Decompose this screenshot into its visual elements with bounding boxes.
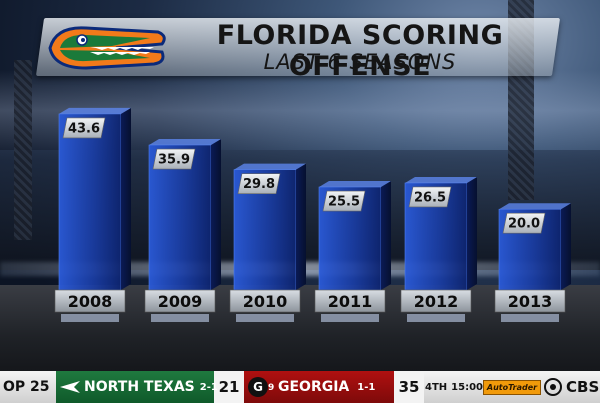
bar-top-2008 bbox=[59, 107, 131, 114]
bar-top-2009 bbox=[149, 139, 221, 146]
ticker-team2-record: 1-1 bbox=[357, 381, 376, 393]
ticker-game-clock: 4TH 15:00 bbox=[424, 371, 484, 403]
ticker-period: 4TH bbox=[425, 381, 448, 393]
ticker-sponsor: AutoTrader bbox=[482, 371, 542, 403]
ticker-team2-name: GEORGIA bbox=[278, 379, 350, 395]
score-ticker: OP 25 NORTH TEXAS 2-1 21 G 9 GEORGIA 1-1… bbox=[0, 371, 600, 403]
bar-side-2013 bbox=[561, 203, 571, 290]
cbs-eye-icon bbox=[544, 378, 562, 396]
ticker-team1-name: NORTH TEXAS bbox=[84, 379, 195, 395]
ticker-team2-score: 35 bbox=[394, 371, 424, 403]
bar-top-2013 bbox=[499, 203, 571, 210]
gator-head-logo bbox=[44, 16, 172, 76]
value-plate-2013 bbox=[502, 212, 546, 234]
ticker-team2-rank: 9 bbox=[268, 383, 275, 393]
category-label-2008: 2008 bbox=[68, 292, 113, 311]
base-glow-2010 bbox=[236, 314, 294, 322]
value-plate-2009 bbox=[152, 148, 196, 170]
bar-2008 bbox=[58, 113, 122, 291]
base-glow-2013 bbox=[501, 314, 559, 322]
bars-group: 43.6 2008 35.9 2009 29.8 2010 25.5 2011 26.5 2012… bbox=[54, 107, 571, 322]
georgia-g-icon: G bbox=[248, 377, 268, 397]
base-glow-2009 bbox=[151, 314, 209, 322]
category-plate-2009 bbox=[144, 289, 216, 313]
value-label-2009: 35.9 bbox=[158, 153, 190, 168]
value-plate-2011 bbox=[322, 190, 366, 212]
category-plate-2013 bbox=[494, 289, 566, 313]
category-label-2009: 2009 bbox=[158, 292, 203, 311]
network-bug: CBS bbox=[540, 371, 600, 403]
value-plate-2012 bbox=[408, 186, 452, 208]
bar-side-2010 bbox=[296, 163, 306, 290]
north-texas-eagle-icon bbox=[60, 381, 80, 393]
value-label-2012: 26.5 bbox=[414, 190, 446, 205]
value-plate-2008 bbox=[62, 117, 106, 139]
value-plate-2010 bbox=[237, 173, 281, 194]
base-glow-2011 bbox=[321, 314, 379, 322]
base-glow-2008 bbox=[61, 314, 119, 322]
category-label-2013: 2013 bbox=[508, 292, 553, 311]
chart-subtitle: LAST 6 SEASONS bbox=[263, 50, 457, 74]
sponsor-logo: AutoTrader bbox=[482, 379, 542, 395]
category-plate-2010 bbox=[229, 289, 301, 313]
base-glow-2012 bbox=[407, 314, 465, 322]
category-plate-2008 bbox=[54, 289, 126, 313]
bar-side-2008 bbox=[121, 107, 131, 290]
category-label-2010: 2010 bbox=[243, 292, 288, 311]
gator-head-icon bbox=[48, 26, 166, 70]
category-plate-2011 bbox=[314, 289, 386, 313]
category-label-2011: 2011 bbox=[328, 292, 373, 311]
network-name: CBS bbox=[566, 378, 600, 396]
bar-side-2009 bbox=[211, 139, 221, 290]
value-label-2011: 25.5 bbox=[328, 195, 360, 210]
category-label-2012: 2012 bbox=[414, 292, 459, 311]
bar-side-2011 bbox=[381, 181, 391, 290]
ticker-clock: 15:00 bbox=[451, 381, 483, 393]
ticker-team2: G 9 GEORGIA 1-1 bbox=[244, 371, 394, 403]
value-label-2013: 20.0 bbox=[508, 217, 540, 232]
ticker-team1: NORTH TEXAS 2-1 bbox=[56, 371, 218, 403]
ticker-team1-record: 2-1 bbox=[199, 381, 218, 393]
category-plate-2012 bbox=[400, 289, 472, 313]
bar-top-2010 bbox=[234, 163, 306, 170]
ticker-label: OP 25 bbox=[3, 379, 50, 395]
bar-side-2012 bbox=[467, 176, 477, 290]
value-label-2008: 43.6 bbox=[68, 121, 100, 136]
bar-top-2011 bbox=[319, 181, 391, 188]
chart-title: FLORIDA SCORING OFFENSE bbox=[216, 20, 504, 82]
ticker-team1-score: 21 bbox=[214, 371, 244, 403]
bar-top-2012 bbox=[405, 176, 477, 183]
value-label-2010: 29.8 bbox=[243, 177, 275, 192]
light-tower-left bbox=[14, 60, 32, 240]
